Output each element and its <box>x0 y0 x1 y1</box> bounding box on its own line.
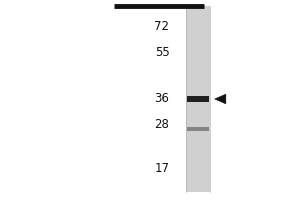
Text: 17: 17 <box>154 162 169 176</box>
Text: 36: 36 <box>154 92 169 106</box>
Text: 72: 72 <box>154 21 169 33</box>
Bar <box>186 6 210 192</box>
Text: 28: 28 <box>154 118 169 132</box>
Polygon shape <box>214 94 226 104</box>
Bar <box>187 96 209 102</box>
Bar <box>187 127 209 131</box>
Text: 55: 55 <box>155 46 170 60</box>
